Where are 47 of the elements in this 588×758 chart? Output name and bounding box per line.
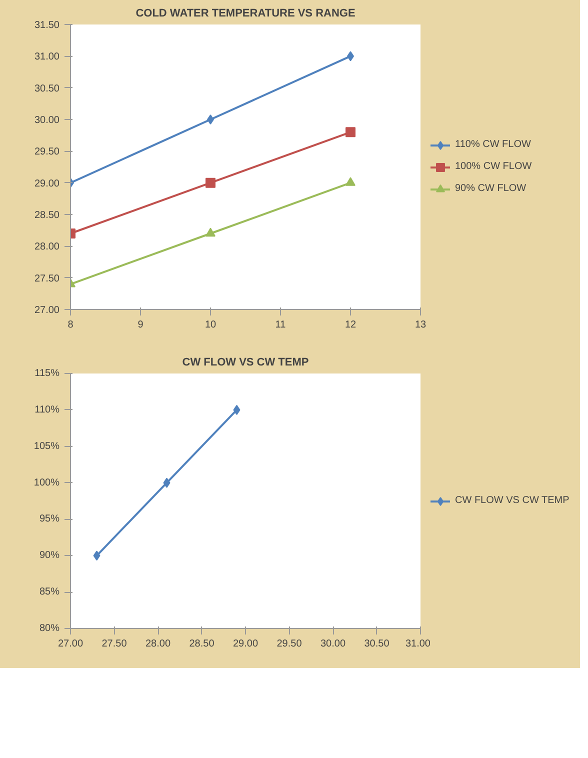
x-tick-label: 28.50 [189,638,215,650]
y-tick-label: 100% [34,477,60,488]
point [207,114,214,124]
y-tick-label: 85% [39,586,60,598]
y-tick-label: 29.00 [34,178,60,190]
point [206,228,216,237]
chart-title: COLD WATER TEMPERATURE VS RANGE [136,8,356,20]
x-tick-label: 27.00 [58,638,84,650]
y-tick-label: 27.50 [34,273,60,284]
x-tick-label: 11 [275,320,286,330]
y-tick-label: 115% [34,368,60,379]
legend-label: 100% CW FLOW [455,161,532,172]
x-tick-label: 27.50 [102,638,128,650]
x-tick-label: 10 [204,320,216,330]
point [346,177,356,186]
x-tick-label: 30.00 [320,638,346,650]
y-tick-label: 28.00 [34,242,60,253]
y-tick-label: 80% [39,623,60,634]
point [163,478,170,488]
x-tick-label: 31.00 [405,638,431,650]
legend-label: 110% CW FLOW [455,139,531,150]
x-tick-label: 30.50 [364,638,390,650]
y-tick-label: 110% [34,404,60,416]
y-tick-label: 28.50 [34,210,60,221]
x-tick-label: 13 [414,320,426,330]
y-tick-label: 105% [34,440,60,452]
point [346,127,356,138]
x-tick-label: 12 [344,320,356,330]
point [233,404,240,415]
x-tick-label: 29.00 [232,638,258,650]
point [206,178,216,188]
point [93,550,100,561]
x-tick-label: 29.50 [276,638,302,650]
legend-label: CW FLOW VS CW TEMP [455,495,570,506]
y-tick-label: 30.50 [34,83,60,94]
x-tick-label: 9 [138,320,144,330]
y-tick-label: 29.50 [34,146,60,158]
y-tick-label: 31.00 [34,52,60,63]
x-tick-label: 28.00 [145,638,171,650]
legend-label: 90% CW FLOW [455,183,526,194]
y-tick-label: 90% [39,550,60,562]
y-tick-label: 31.50 [34,20,60,31]
y-tick-label: 27.00 [34,305,60,316]
y-tick-label: 95% [39,514,60,525]
y-tick-label: 30.00 [34,115,60,126]
chart-title: CW FLOW VS CW TEMP [182,356,309,368]
x-tick-label: 8 [68,320,74,330]
